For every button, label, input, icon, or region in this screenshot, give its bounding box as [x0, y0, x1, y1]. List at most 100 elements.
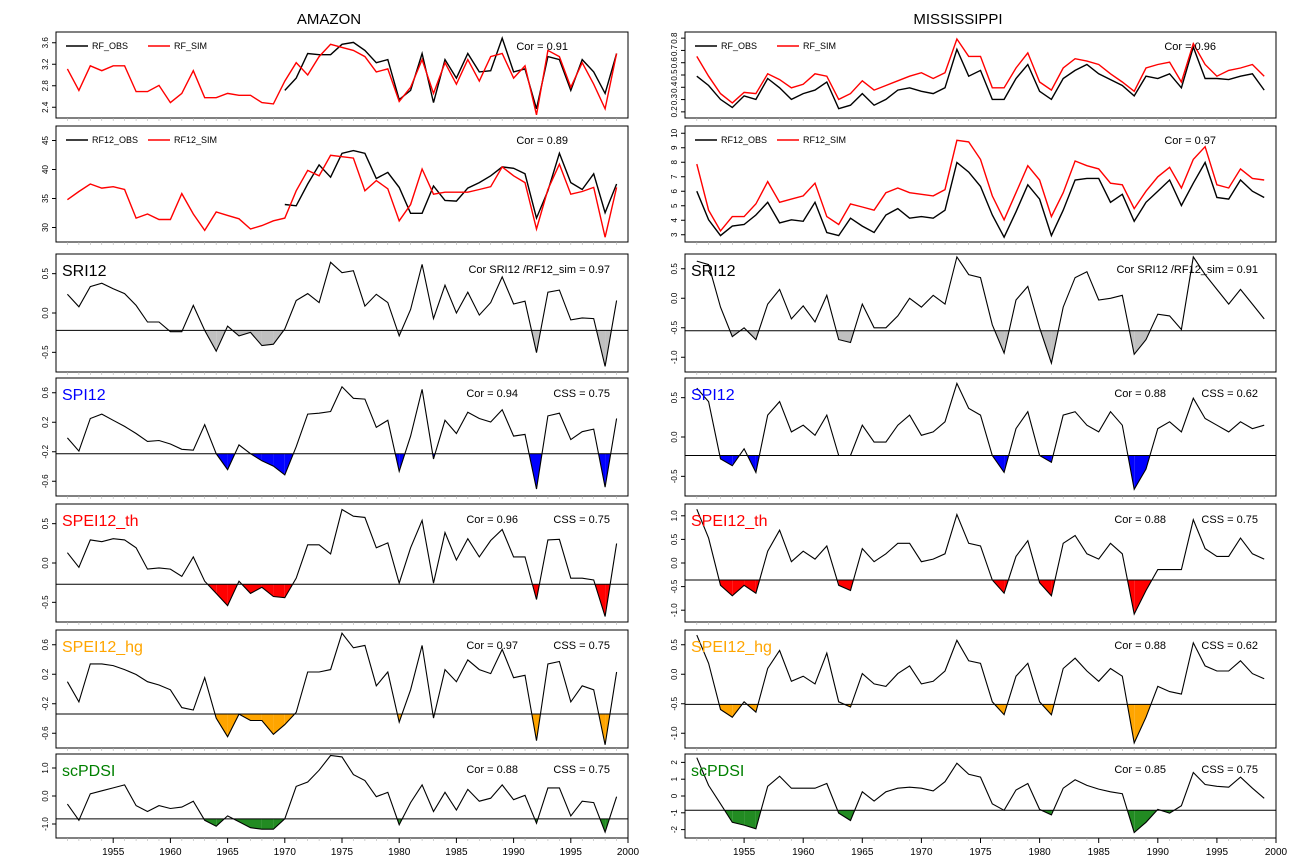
series-line-rf12_obs — [284, 149, 618, 221]
panel-amazon-0: 2.4 2.8 3.2 3.6 RF_OBS RF_SIM Cor = 0.91 — [41, 31, 629, 121]
y-tick-label: 3.2 — [41, 58, 50, 70]
drought-fill — [261, 584, 274, 597]
legend-label: RF12_SIM — [174, 135, 217, 145]
x-tick-label: 2000 — [617, 847, 640, 858]
correlation-annotation: Cor = 0.88 — [466, 764, 518, 776]
drought-fill — [261, 453, 274, 467]
panel-mississippi-5: -1.0 -0.5 0.0 0.5 SPEI12_hg Cor = 0.88 CSS = 0… — [670, 629, 1277, 751]
x-tick-label: 1980 — [388, 847, 411, 858]
x-tick-label: 1970 — [910, 847, 933, 858]
x-tick-label: 1975 — [969, 847, 992, 858]
y-tick-label: -1 — [670, 809, 679, 817]
drought-fill — [744, 580, 756, 594]
y-tick-label: 0.4 — [670, 81, 679, 93]
drought-fill — [1134, 704, 1146, 743]
x-tick-label: 1965 — [851, 847, 874, 858]
panel-amazon-2: -0.5 0.0 0.5 SRI12 Cor SRI12 /RF12_sim = 0.9… — [41, 253, 629, 375]
drought-fill — [1134, 330, 1146, 355]
drought-fill — [720, 704, 733, 718]
series-line-rf12_sim — [696, 139, 1265, 233]
y-tick-label: -0.5 — [670, 469, 679, 483]
y-tick-label: 7 — [670, 174, 679, 179]
series-line-spi12 — [66, 385, 618, 490]
x-tick-label: 1965 — [216, 847, 239, 858]
y-tick-label: -0.5 — [670, 696, 679, 710]
y-tick-label: -0.5 — [670, 320, 679, 334]
css-annotation: CSS = 0.62 — [1201, 388, 1258, 400]
y-tick-label: 0 — [670, 793, 679, 798]
index-label: SPI12 — [62, 387, 106, 404]
legend-label: RF_SIM — [174, 41, 207, 51]
series-line-spei12_hg — [696, 634, 1265, 745]
y-tick-label: -0.5 — [41, 345, 50, 359]
y-tick-label: -0.6 — [41, 474, 50, 488]
css-annotation: CSS = 0.62 — [1201, 640, 1258, 652]
series-line-spei12_th — [696, 508, 1265, 616]
panel-mississippi-1: 3 4 5 6 7 8 9 10 RF12_OBS RF12_SIM Cor = 0.97 — [670, 125, 1277, 245]
drought-fill — [838, 330, 851, 343]
index-label: SPEI12_hg — [691, 639, 772, 656]
drought-fill — [838, 810, 851, 821]
column-title-mississippi: MISSISSIPPI — [913, 11, 1002, 28]
y-tick-label: 0.5 — [41, 268, 50, 280]
series-line-rf_sim — [66, 43, 618, 116]
y-tick-label: -0.2 — [41, 696, 50, 710]
index-label: scPDSI — [691, 763, 744, 780]
correlation-annotation: Cor = 0.88 — [1114, 640, 1166, 652]
y-tick-label: 0.0 — [41, 790, 50, 802]
series-line-rf12_obs — [696, 160, 1265, 239]
css-annotation: CSS = 0.75 — [1201, 764, 1258, 776]
y-tick-label: 0.3 — [670, 93, 679, 105]
y-tick-label: 40 — [41, 165, 50, 174]
drought-fill — [1134, 580, 1146, 615]
y-tick-label: 0.0 — [670, 668, 679, 680]
index-label: SRI12 — [691, 263, 736, 280]
y-tick-label: 0.0 — [670, 292, 679, 304]
drought-fill — [744, 810, 756, 829]
correlation-annotation: Cor = 0.94 — [466, 388, 518, 400]
panel-amazon-1: 30 35 40 45 RF12_OBS RF12_SIM Cor = 0.89 — [41, 125, 629, 245]
x-tick-label: 1975 — [331, 847, 354, 858]
x-tick-label: 1985 — [445, 847, 468, 858]
panel-frame — [55, 753, 629, 839]
index-label: SPEI12_hg — [62, 639, 143, 656]
index-label: SPI12 — [691, 387, 735, 404]
drought-fill — [250, 714, 262, 721]
y-tick-label: 35 — [41, 194, 50, 203]
drought-fill — [261, 818, 274, 830]
x-tick-label: 1995 — [560, 847, 583, 858]
y-tick-label: 0.6 — [670, 57, 679, 69]
legend-label: RF_OBS — [92, 41, 128, 51]
panel-frame — [684, 377, 1277, 497]
y-tick-label: 0.6 — [41, 387, 50, 399]
y-tick-label: 0.5 — [670, 639, 679, 651]
drought-fill — [838, 580, 851, 591]
y-tick-label: 2.8 — [41, 80, 50, 92]
y-tick-label: 10 — [670, 128, 679, 137]
index-label: SPEI12_th — [691, 513, 768, 530]
correlation-annotation: Cor SRI12 /RF12_sim = 0.97 — [468, 264, 610, 276]
y-tick-label: 1 — [670, 776, 679, 781]
y-tick-label: 1.0 — [670, 510, 679, 522]
y-tick-label: 0.0 — [670, 557, 679, 569]
drought-fill — [1134, 810, 1146, 833]
y-tick-label: 0.5 — [670, 533, 679, 545]
panel-mississippi-3: -0.5 0.0 0.5 SPI12 Cor = 0.88 CSS = 0.62 — [670, 377, 1277, 499]
y-tick-label: -2 — [670, 825, 679, 833]
x-tick-label: 1960 — [159, 847, 182, 858]
x-tick-label: 1960 — [792, 847, 815, 858]
drought-fill — [273, 584, 285, 598]
correlation-annotation: Cor = 0.96 — [1164, 41, 1216, 53]
panel-frame — [55, 503, 629, 623]
y-tick-label: -0.5 — [670, 579, 679, 593]
css-annotation: CSS = 0.75 — [553, 388, 610, 400]
series-line-rf_sim — [696, 37, 1265, 104]
y-tick-label: -1.0 — [41, 817, 50, 831]
correlation-annotation: Cor = 0.88 — [1114, 514, 1166, 526]
css-annotation: CSS = 0.75 — [553, 514, 610, 526]
y-tick-label: 9 — [670, 145, 679, 150]
y-tick-label: 0.5 — [670, 392, 679, 404]
y-tick-label: 2 — [670, 760, 679, 765]
panel-amazon-3: -0.6 -0.2 0.2 0.6 SPI12 Cor = 0.94 CSS = 0.75 — [41, 377, 629, 499]
y-tick-label: 0.6 — [41, 639, 50, 651]
